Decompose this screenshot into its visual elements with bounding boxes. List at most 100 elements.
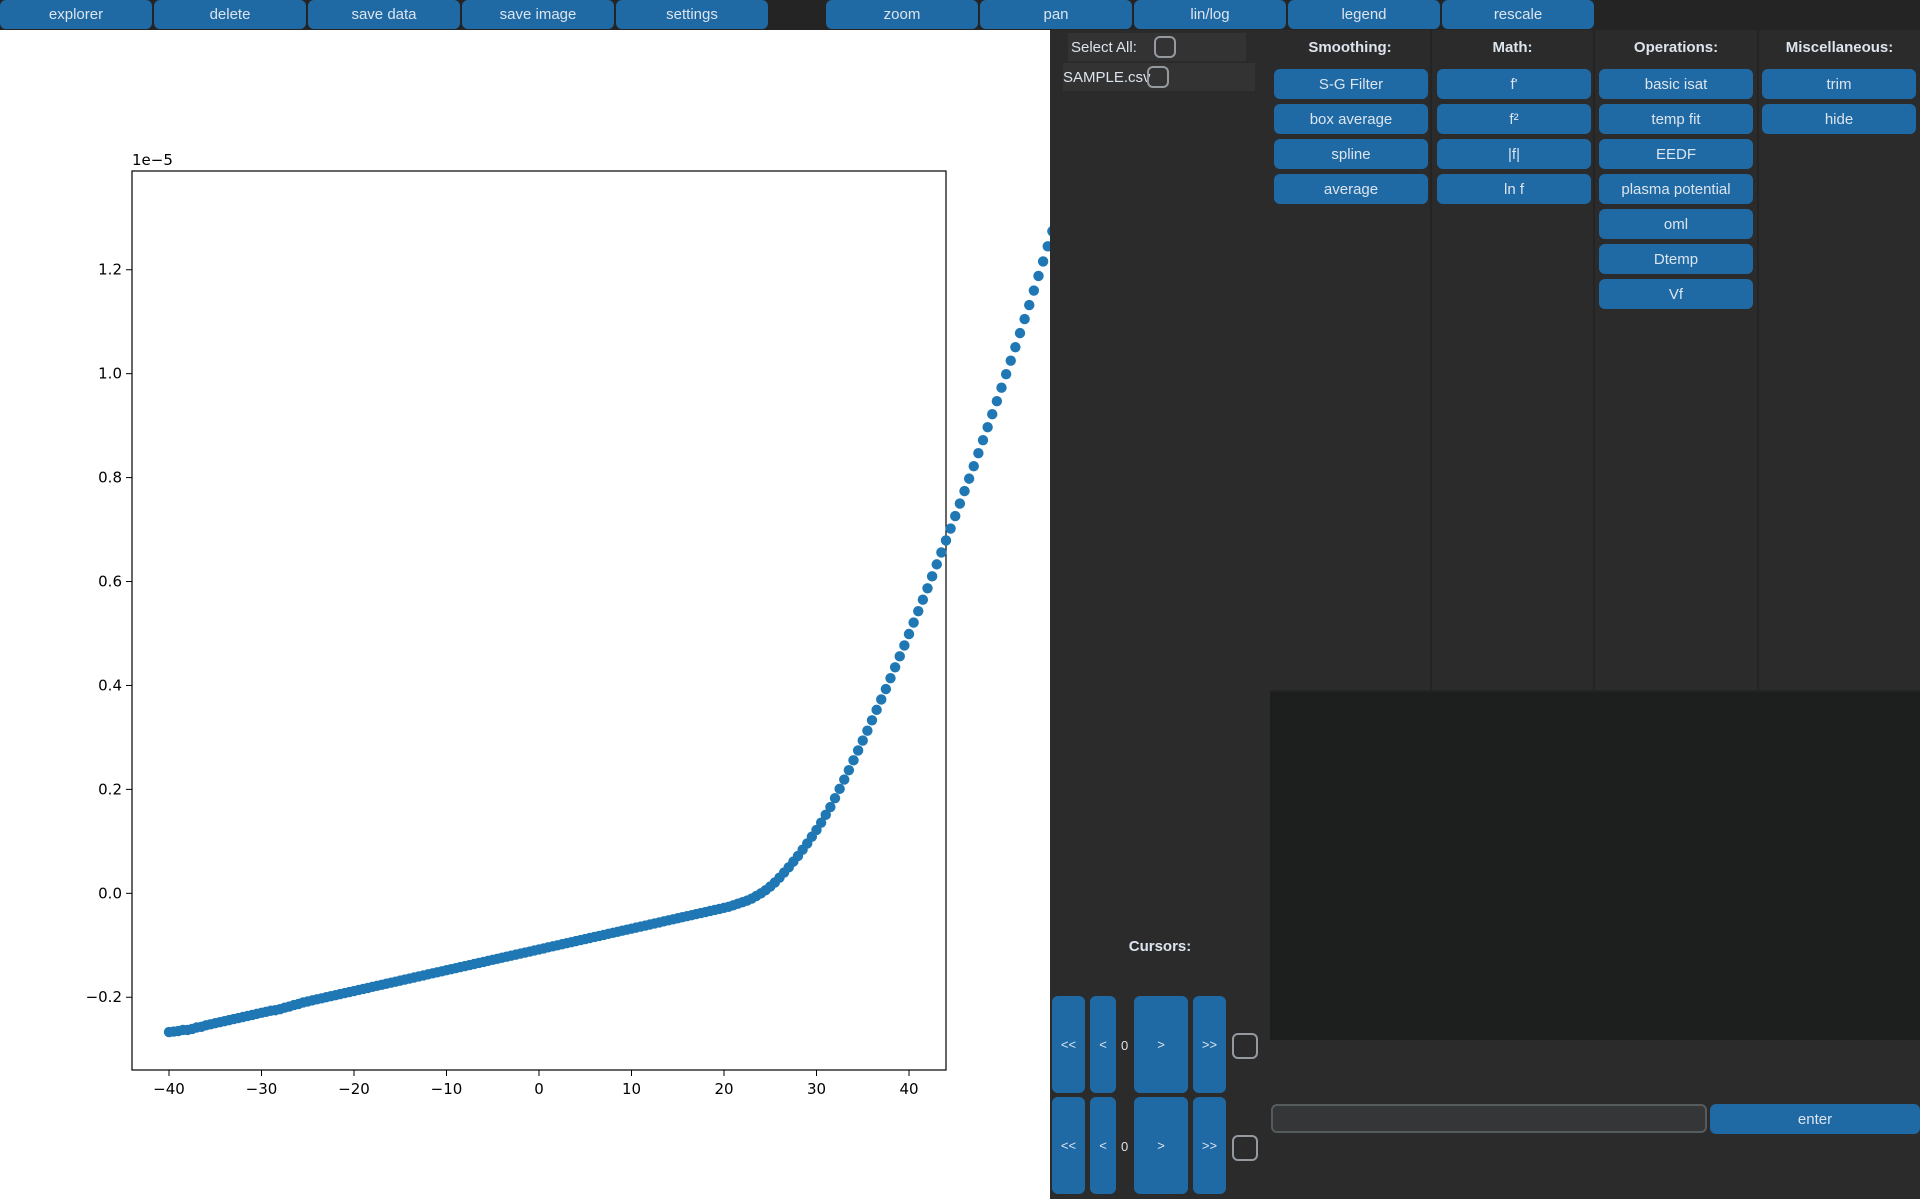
data-point <box>991 396 1003 407</box>
legend-button[interactable]: legend <box>1288 0 1440 29</box>
box-average-button[interactable]: box average <box>1274 104 1428 134</box>
x-tick-label: −20 <box>338 1080 370 1098</box>
data-point <box>1037 256 1049 267</box>
math-header: Math: <box>1492 39 1533 56</box>
cursor1-value: 0 <box>1121 1038 1129 1053</box>
enter-button[interactable]: enter <box>1710 1104 1920 1134</box>
data-point <box>857 735 868 746</box>
delete-button[interactable]: delete <box>154 0 306 29</box>
rescale-button[interactable]: rescale <box>1442 0 1594 29</box>
hide-button[interactable]: hide <box>1762 104 1916 134</box>
x-tick-label: 0 <box>534 1080 544 1098</box>
data-point <box>1028 285 1040 296</box>
file-row[interactable]: SAMPLE.csv <box>1063 63 1255 91</box>
cursor2-left-button[interactable]: < <box>1090 1097 1116 1194</box>
data-point <box>936 547 947 558</box>
zoom-button[interactable]: zoom <box>826 0 978 29</box>
cursor1-far-right-button[interactable]: >> <box>1193 996 1226 1093</box>
data-point <box>1033 270 1044 282</box>
square-button[interactable]: f² <box>1437 104 1591 134</box>
cursor1-left-button[interactable]: < <box>1090 996 1116 1093</box>
settings-button[interactable]: settings <box>616 0 768 29</box>
data-point <box>880 683 892 695</box>
plot-canvas[interactable]: −40 −30 −20 −10 0 10 20 30 40 −0.2 0.0 0.2 0.4 0.6 0.8… <box>0 30 1050 1199</box>
vf-button[interactable]: Vf <box>1599 279 1753 309</box>
y-tick-label: 0.2 <box>98 780 122 798</box>
y-tick-label: 0.6 <box>98 573 122 591</box>
data-point <box>996 382 1007 393</box>
data-point <box>908 617 919 628</box>
data-point <box>950 510 961 522</box>
scatter-chart: −40 −30 −20 −10 0 10 20 30 40 −0.2 0.0 0.2 0.4 0.6 0.8… <box>86 151 1050 1098</box>
dtemp-button[interactable]: Dtemp <box>1599 244 1753 274</box>
trim-button[interactable]: trim <box>1762 69 1916 99</box>
data-point <box>834 783 845 795</box>
data-point <box>1005 355 1016 366</box>
data-point <box>894 651 905 662</box>
spline-button[interactable]: spline <box>1274 139 1428 169</box>
data-point <box>1047 226 1050 236</box>
cursor1-checkbox[interactable] <box>1232 1033 1258 1059</box>
operations-header: Operations: <box>1633 39 1719 56</box>
file-name: SAMPLE.csv <box>1063 69 1151 86</box>
eedf-button[interactable]: EEDF <box>1599 139 1753 169</box>
temp-fit-button[interactable]: temp fit <box>1599 104 1753 134</box>
select-all-label: Select All: <box>1071 39 1137 56</box>
data-point <box>926 571 938 582</box>
data-point <box>963 473 975 484</box>
data-point <box>1000 368 1012 380</box>
cursor2-far-right-button[interactable]: >> <box>1193 1097 1226 1194</box>
x-tick-label: 20 <box>714 1080 733 1098</box>
cursor2-checkbox[interactable] <box>1232 1135 1258 1161</box>
natural-log-button[interactable]: ln f <box>1437 174 1591 204</box>
data-point <box>1019 313 1030 325</box>
cursor1-right-button[interactable]: > <box>1134 996 1188 1093</box>
cursor1-far-left-button[interactable]: << <box>1052 996 1085 1093</box>
average-button[interactable]: average <box>1274 174 1428 204</box>
basic-isat-button[interactable]: basic isat <box>1599 69 1753 99</box>
select-all-checkbox[interactable] <box>1154 36 1176 58</box>
cursor2-value: 0 <box>1121 1139 1129 1154</box>
cursors-panel: Cursors: << < 0 > >> << < 0 > >> <box>1050 893 1270 1199</box>
derivative-button[interactable]: f' <box>1437 69 1591 99</box>
cursor2-far-left-button[interactable]: << <box>1052 1097 1085 1194</box>
miscellaneous-header: Miscellaneous: <box>1785 39 1894 56</box>
data-point <box>815 817 827 828</box>
data-point <box>987 408 998 420</box>
cursors-title: Cursors: <box>1128 938 1192 955</box>
y-tick-label: 0.4 <box>98 676 122 694</box>
cursor2-right-button[interactable]: > <box>1134 1097 1188 1194</box>
data-point <box>825 801 836 813</box>
oml-button[interactable]: oml <box>1599 209 1753 239</box>
x-tick-label: −10 <box>431 1080 463 1098</box>
smoothing-header: Smoothing: <box>1308 39 1392 56</box>
data-point <box>903 628 915 640</box>
data-point <box>829 793 841 804</box>
data-point <box>876 694 887 705</box>
data-point <box>922 583 933 594</box>
data-point <box>959 485 970 497</box>
x-tick-label: 40 <box>899 1080 918 1098</box>
math-column: Math: f' f² |f| ln f <box>1432 30 1593 690</box>
pan-button[interactable]: pan <box>980 0 1132 29</box>
operations-column: Operations: basic isat temp fit EEDF pla… <box>1595 30 1757 690</box>
x-tick-label: 10 <box>622 1080 641 1098</box>
data-point <box>977 434 989 446</box>
save-data-button[interactable]: save data <box>308 0 460 29</box>
absolute-value-button[interactable]: |f| <box>1437 139 1591 169</box>
data-point <box>913 605 924 617</box>
y-tick-label: 1.2 <box>98 261 122 279</box>
data-point <box>973 447 984 459</box>
plasma-potential-button[interactable]: plasma potential <box>1599 174 1753 204</box>
file-checkbox[interactable] <box>1147 66 1169 88</box>
x-tick-label: −30 <box>246 1080 278 1098</box>
save-image-button[interactable]: save image <box>462 0 614 29</box>
sg-filter-button[interactable]: S-G Filter <box>1274 69 1428 99</box>
command-input[interactable] <box>1271 1104 1707 1133</box>
data-point <box>1042 241 1050 252</box>
data-point <box>940 535 952 546</box>
data-point <box>954 498 966 509</box>
lin-log-button[interactable]: lin/log <box>1134 0 1286 29</box>
data-point <box>862 725 873 736</box>
explorer-button[interactable]: explorer <box>0 0 152 29</box>
